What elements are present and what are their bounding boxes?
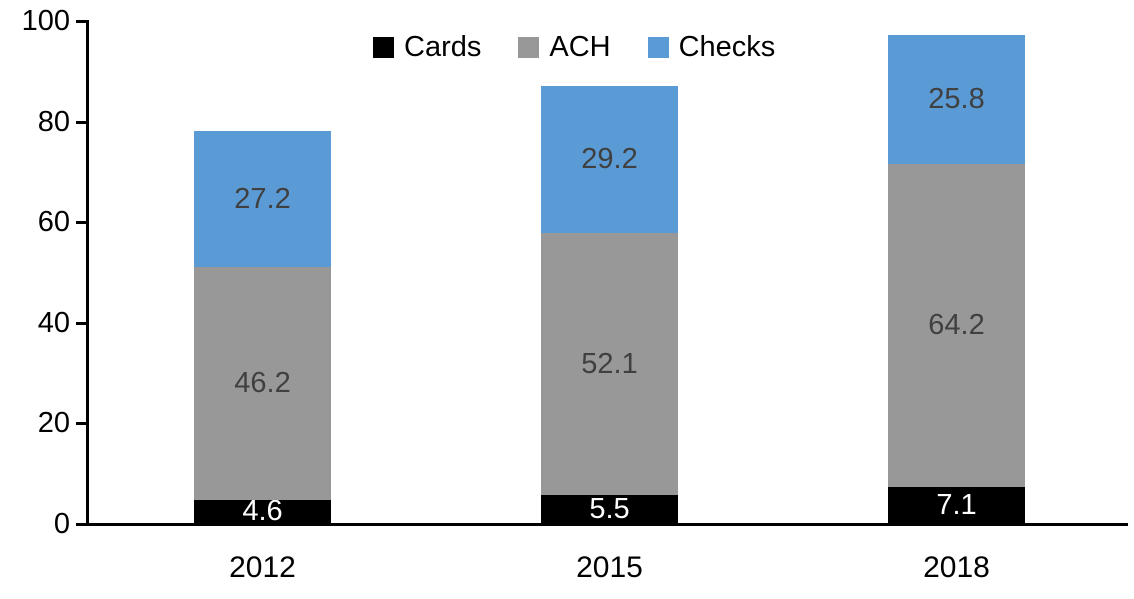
x-axis-label: 2018 [923,551,990,584]
bar-segment-cards: 4.6 [194,494,331,527]
x-axis-label: 2015 [576,551,643,584]
bar-segment-ach: 52.1 [541,233,678,496]
y-axis-tick [76,120,86,124]
y-axis-tick [76,221,86,225]
bar-segment-checks: 29.2 [541,86,678,234]
value-label-cards: 7.1 [936,488,977,521]
legend-swatch-icon [647,36,669,58]
bar-segment-cards: 7.1 [888,487,1025,523]
legend-item-cards: Cards [373,30,481,64]
x-axis-label: 2012 [229,551,296,584]
legend-item-checks: Checks [647,30,776,64]
legend-label: Checks [678,31,776,63]
y-axis-tick-label: 100 [21,5,70,37]
y-axis-tick-label: 0 [53,508,70,540]
legend-label: Cards [404,31,482,63]
y-axis-tick-label: 80 [37,105,70,138]
legend-item-ach: ACH [518,30,611,64]
x-axis-line [86,523,1128,526]
value-label-checks: 27.2 [234,182,291,215]
value-label-ach: 46.2 [234,367,291,400]
y-axis-tick-label: 60 [37,206,70,239]
chart-legend: Cards ACH Checks [373,30,775,64]
legend-label: ACH [549,31,611,63]
bar-segment-checks: 27.2 [194,130,331,268]
legend-swatch-icon [518,36,540,58]
y-axis-tick [76,321,86,325]
value-label-cards: 4.6 [242,494,283,527]
bar-segment-ach: 46.2 [194,267,331,500]
y-axis-tick [76,20,86,23]
bar-segment-cards: 5.5 [541,492,678,525]
value-label-checks: 25.8 [928,82,985,115]
value-label-checks: 29.2 [581,143,638,176]
bar-segment-checks: 25.8 [888,34,1025,165]
y-axis-tick-label: 40 [37,306,70,339]
value-label-cards: 5.5 [589,492,630,525]
value-label-ach: 64.2 [928,309,985,342]
y-axis-line [86,20,89,526]
y-axis-tick [76,422,86,426]
legend-swatch-icon [373,36,394,58]
y-axis-tick [76,523,86,526]
bar-segment-ach: 64.2 [888,164,1025,488]
y-axis-tick-label: 20 [37,407,70,440]
value-label-ach: 52.1 [581,347,638,380]
